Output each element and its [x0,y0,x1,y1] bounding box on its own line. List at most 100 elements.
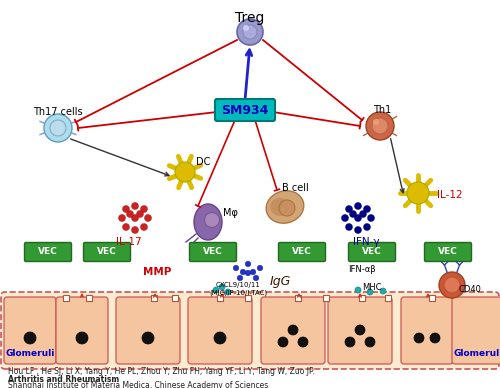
Circle shape [354,203,362,210]
Circle shape [237,19,263,45]
Text: SM934: SM934 [222,104,268,116]
Circle shape [142,332,154,344]
Circle shape [360,211,366,218]
FancyBboxPatch shape [245,295,251,301]
Circle shape [342,215,348,222]
FancyBboxPatch shape [4,297,56,364]
Circle shape [240,269,246,275]
Text: Arthritis and Rheumatism: Arthritis and Rheumatism [8,374,119,383]
Circle shape [243,25,249,31]
FancyBboxPatch shape [359,295,365,301]
Text: Shanghai Institute of Materia Medica, Chinese Academy of Sciences: Shanghai Institute of Materia Medica, Ch… [8,381,268,388]
Ellipse shape [194,204,222,240]
Circle shape [355,325,365,335]
Circle shape [136,211,143,218]
Circle shape [214,332,226,344]
Circle shape [373,119,379,125]
Circle shape [253,275,259,281]
Text: VEC: VEC [362,248,382,256]
Text: IL-17: IL-17 [116,237,142,247]
Circle shape [364,206,370,213]
Circle shape [213,287,219,293]
Circle shape [278,337,288,347]
Circle shape [132,227,138,234]
Text: VEC: VEC [292,248,312,256]
FancyBboxPatch shape [401,297,453,364]
Circle shape [365,337,375,347]
Circle shape [368,215,374,222]
Text: Th1: Th1 [373,105,391,115]
Text: VEC: VEC [38,248,58,256]
Text: Treg: Treg [236,11,264,25]
FancyBboxPatch shape [56,297,108,364]
Circle shape [354,227,362,234]
Circle shape [372,118,388,134]
Circle shape [50,120,66,136]
Circle shape [439,272,465,298]
Text: IgG: IgG [270,274,290,288]
Circle shape [126,211,134,218]
Ellipse shape [204,213,220,227]
Circle shape [245,261,251,267]
Text: IFN-γ: IFN-γ [352,237,380,247]
Circle shape [345,337,355,347]
FancyBboxPatch shape [429,295,435,301]
Circle shape [237,275,243,281]
FancyBboxPatch shape [385,295,391,301]
FancyBboxPatch shape [86,295,92,301]
Text: DC: DC [196,157,210,167]
Circle shape [380,288,386,294]
Circle shape [144,215,152,222]
Text: MHC: MHC [362,284,382,293]
Circle shape [245,270,251,276]
Text: VEC: VEC [97,248,117,256]
Text: Glomeruli: Glomeruli [454,348,500,357]
Circle shape [257,265,263,271]
Circle shape [175,162,195,182]
Text: CXCL9/10/11
(MIG/IP-10/I-TAC): CXCL9/10/11 (MIG/IP-10/I-TAC) [209,282,267,296]
Circle shape [24,332,36,344]
FancyBboxPatch shape [63,295,69,301]
Circle shape [350,211,356,218]
Text: VEC: VEC [203,248,223,256]
Ellipse shape [270,198,290,216]
Text: Hou LF , He SJ, Li X, Yang Y, He PL, Zhou Y, Zhu FH, Yang YF, Li Y, Tang W, Zuo : Hou LF , He SJ, Li X, Yang Y, He PL, Zho… [8,367,315,376]
Circle shape [366,112,394,140]
Circle shape [140,223,147,230]
Circle shape [118,215,126,222]
FancyBboxPatch shape [172,295,178,301]
Circle shape [298,337,308,347]
Circle shape [132,215,138,222]
Ellipse shape [266,191,304,223]
FancyBboxPatch shape [215,99,275,121]
FancyBboxPatch shape [323,295,329,301]
Circle shape [414,333,424,343]
Text: CD40: CD40 [458,286,481,294]
Circle shape [250,269,256,275]
Text: Mφ: Mφ [222,208,238,218]
Circle shape [219,284,225,290]
FancyBboxPatch shape [190,242,236,262]
Circle shape [364,223,370,230]
Circle shape [132,203,138,210]
Text: VEC: VEC [438,248,458,256]
Text: IFN-αβ: IFN-αβ [348,265,376,274]
Circle shape [346,206,352,213]
FancyBboxPatch shape [452,297,500,364]
FancyBboxPatch shape [116,297,180,364]
FancyBboxPatch shape [188,297,252,364]
Text: MMP: MMP [143,267,171,277]
FancyBboxPatch shape [217,295,223,301]
Circle shape [140,206,147,213]
Circle shape [354,215,362,222]
Text: IL-12: IL-12 [437,190,463,200]
Circle shape [346,223,352,230]
Text: Glomeruli: Glomeruli [6,348,54,357]
Circle shape [288,325,298,335]
Circle shape [243,25,257,39]
FancyBboxPatch shape [261,297,325,364]
FancyBboxPatch shape [278,242,326,262]
FancyBboxPatch shape [84,242,130,262]
Circle shape [76,332,88,344]
Circle shape [430,333,440,343]
